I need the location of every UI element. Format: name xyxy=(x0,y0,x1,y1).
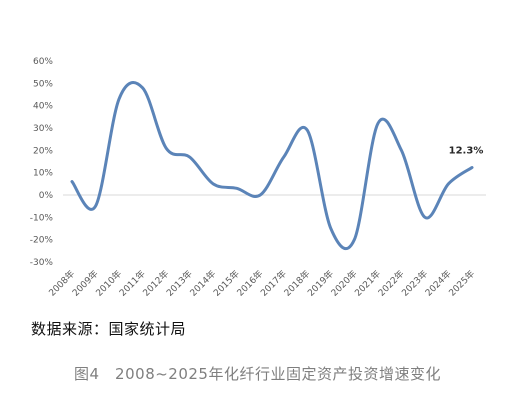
y-tick-label: 60% xyxy=(33,57,53,67)
y-tick-label: 20% xyxy=(33,146,53,156)
data-points xyxy=(70,86,474,242)
line-chart: -30% -20% -10% 0% 10% 20% 30% 40% 50% 60% 2008年20… xyxy=(30,57,486,299)
y-tick-label: 40% xyxy=(33,102,53,112)
y-tick-label: 50% xyxy=(33,79,53,89)
y-axis: -30% -20% -10% 0% 10% 20% 30% 40% 50% 60% xyxy=(30,57,54,268)
y-tick-label: 30% xyxy=(33,124,53,134)
figure-caption: 图4 2008~2025年化纤行业固定资产投资增速变化 xyxy=(74,365,441,383)
y-tick-label: 10% xyxy=(33,169,53,179)
y-tick-label: -30% xyxy=(30,258,54,268)
y-tick-label: -20% xyxy=(30,236,54,246)
x-tick-label: 2025年 xyxy=(446,268,477,299)
x-axis: 2008年2009年2010年2011年2012年2013年2014年2015年… xyxy=(46,268,477,299)
y-tick-label: -10% xyxy=(30,213,54,223)
source-note: 数据来源：国家统计局 xyxy=(31,320,187,338)
y-tick-label: 0% xyxy=(39,191,54,201)
series-line xyxy=(70,81,474,251)
data-label-2025: 12.3% xyxy=(449,146,484,157)
